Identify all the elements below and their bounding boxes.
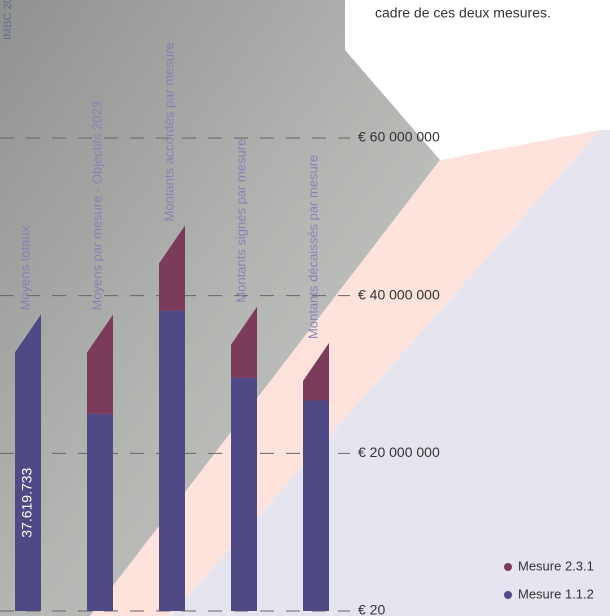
value-label: 37.619.733 [19,467,35,537]
category-label: Montants accordés par mesure [161,42,176,221]
legend-marker [504,563,512,571]
category-label: Moyens totaux [17,225,32,310]
side-text: IMBC 20 [2,0,14,40]
category-label: Montants décaissés par mesure [305,155,320,339]
bar-segment [15,314,41,611]
bar-segment [303,401,329,611]
category-label: Moyens par mesure - Objectifs 2023 [89,101,104,311]
legend-marker [504,591,512,599]
y-tick-label: € 40 000 000 [358,286,440,302]
y-tick-label: € 60 000 000 [358,129,440,145]
bar-segment [159,311,185,611]
bar-segment [87,414,113,611]
legend-label: Mesure 1.1.2 [518,586,594,601]
intro-text: cadre de ces deux mesures. [375,5,551,21]
y-tick-label: € 20 000 000 [358,444,440,460]
bar-segment [231,378,257,611]
y-tick-label: € 20 [358,602,385,616]
legend-label: Mesure 2.3.1 [518,558,594,573]
category-label: Montants signés par mesure [233,139,248,303]
infographic: cadre de ces deux mesures. IMBC 20 € 20 €… [0,0,610,616]
